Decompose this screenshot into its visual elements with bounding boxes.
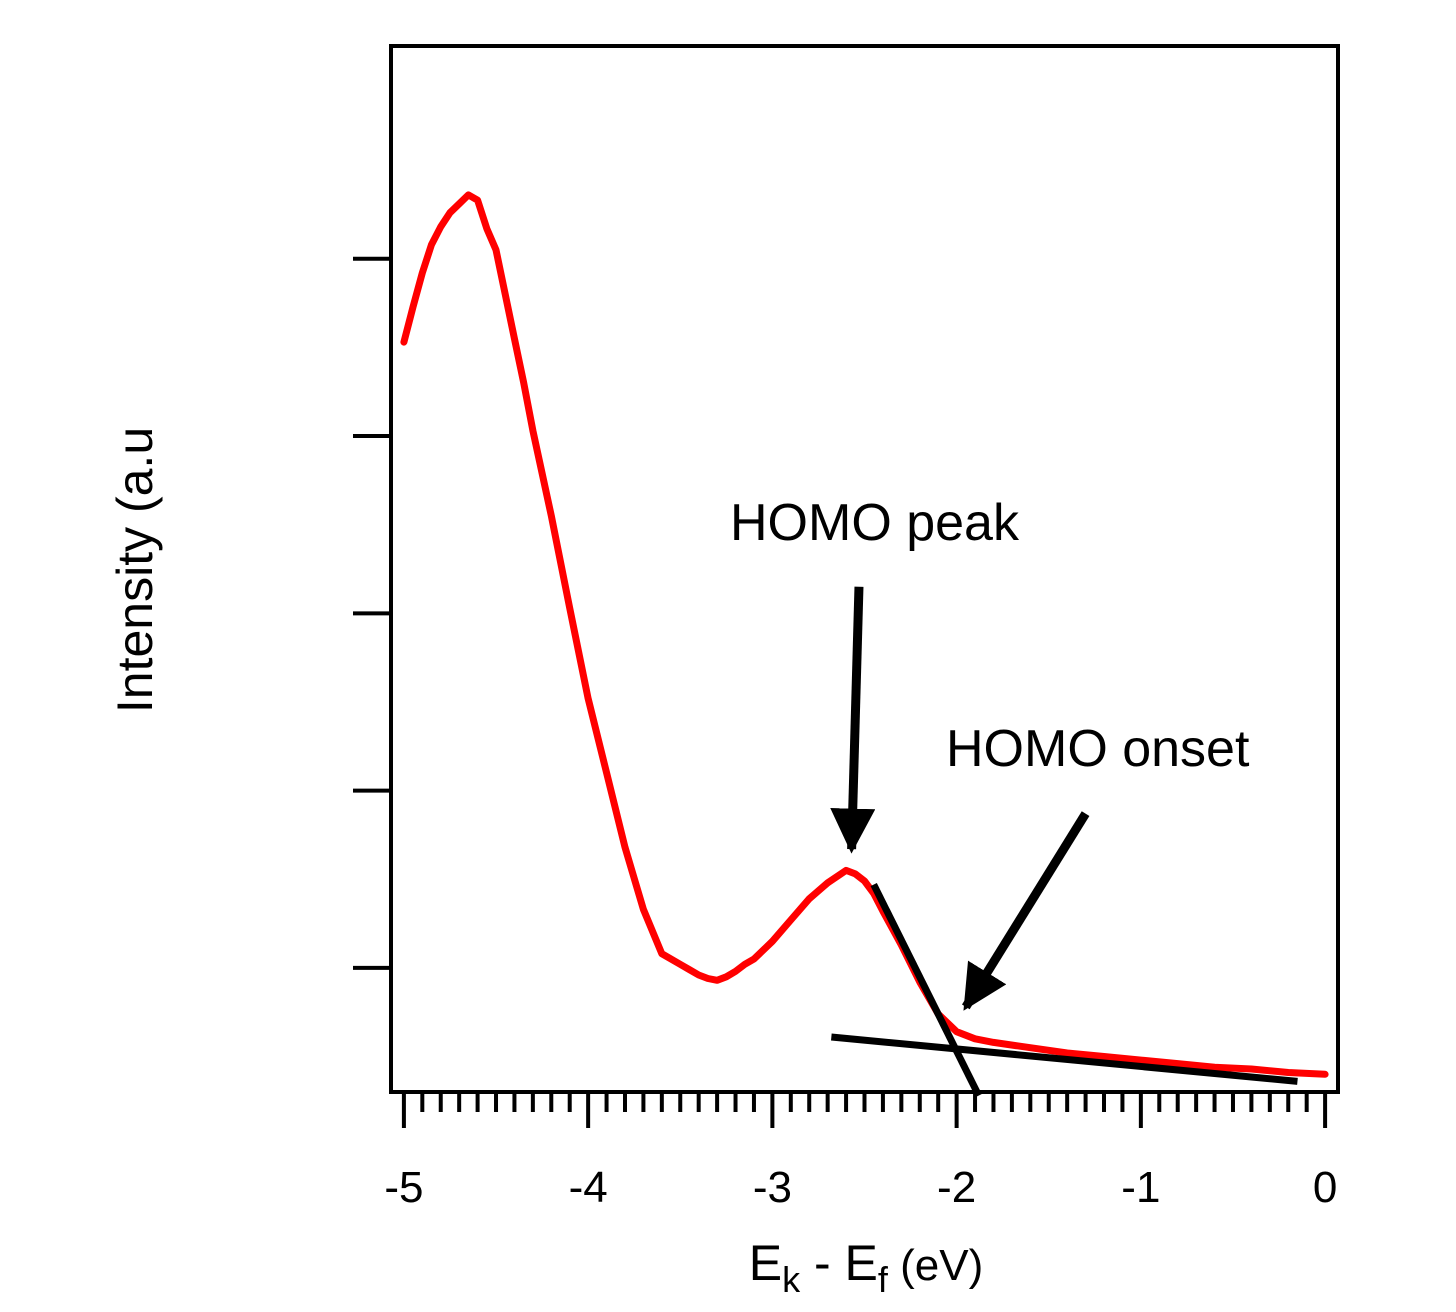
x-axis-label-sub-k: k [782, 1259, 801, 1300]
x-tick-label-0: -5 [384, 1163, 423, 1212]
x-axis-tick-labels: -5 -4 -3 -2 -1 0 [384, 1163, 1337, 1212]
homo-peak-label: HOMO peak [730, 494, 1020, 552]
x-tick-label-5: 0 [1313, 1163, 1337, 1212]
x-axis-minor-ticks [420, 1092, 1309, 1112]
y-axis-ticks [353, 256, 391, 970]
x-axis-label-e: E [749, 1235, 782, 1291]
x-axis-label: Ek - Ef (eV) [749, 1235, 984, 1300]
x-axis-label-unit: (eV) [888, 1241, 983, 1290]
x-axis-label-sub-f: f [878, 1259, 889, 1300]
x-tick-label-3: -2 [937, 1163, 976, 1212]
x-tick-label-1: -4 [569, 1163, 608, 1212]
x-tick-label-2: -3 [753, 1163, 792, 1212]
baseline-fit-line [831, 1033, 1298, 1085]
homo-slope-fit-line [870, 883, 982, 1098]
homo-onset-arrow [962, 811, 1090, 1011]
x-tick-label-4: -1 [1121, 1163, 1160, 1212]
x-axis-major-ticks [401, 1092, 1328, 1128]
plot-frame [389, 44, 1340, 1094]
y-axis-label: Intensity (a.u [107, 427, 163, 713]
x-axis-label-minus-e: - E [800, 1235, 878, 1291]
homo-onset-label: HOMO onset [946, 720, 1250, 778]
spectrum-series-line [400, 191, 1329, 1078]
homo-peak-arrow [830, 586, 876, 854]
